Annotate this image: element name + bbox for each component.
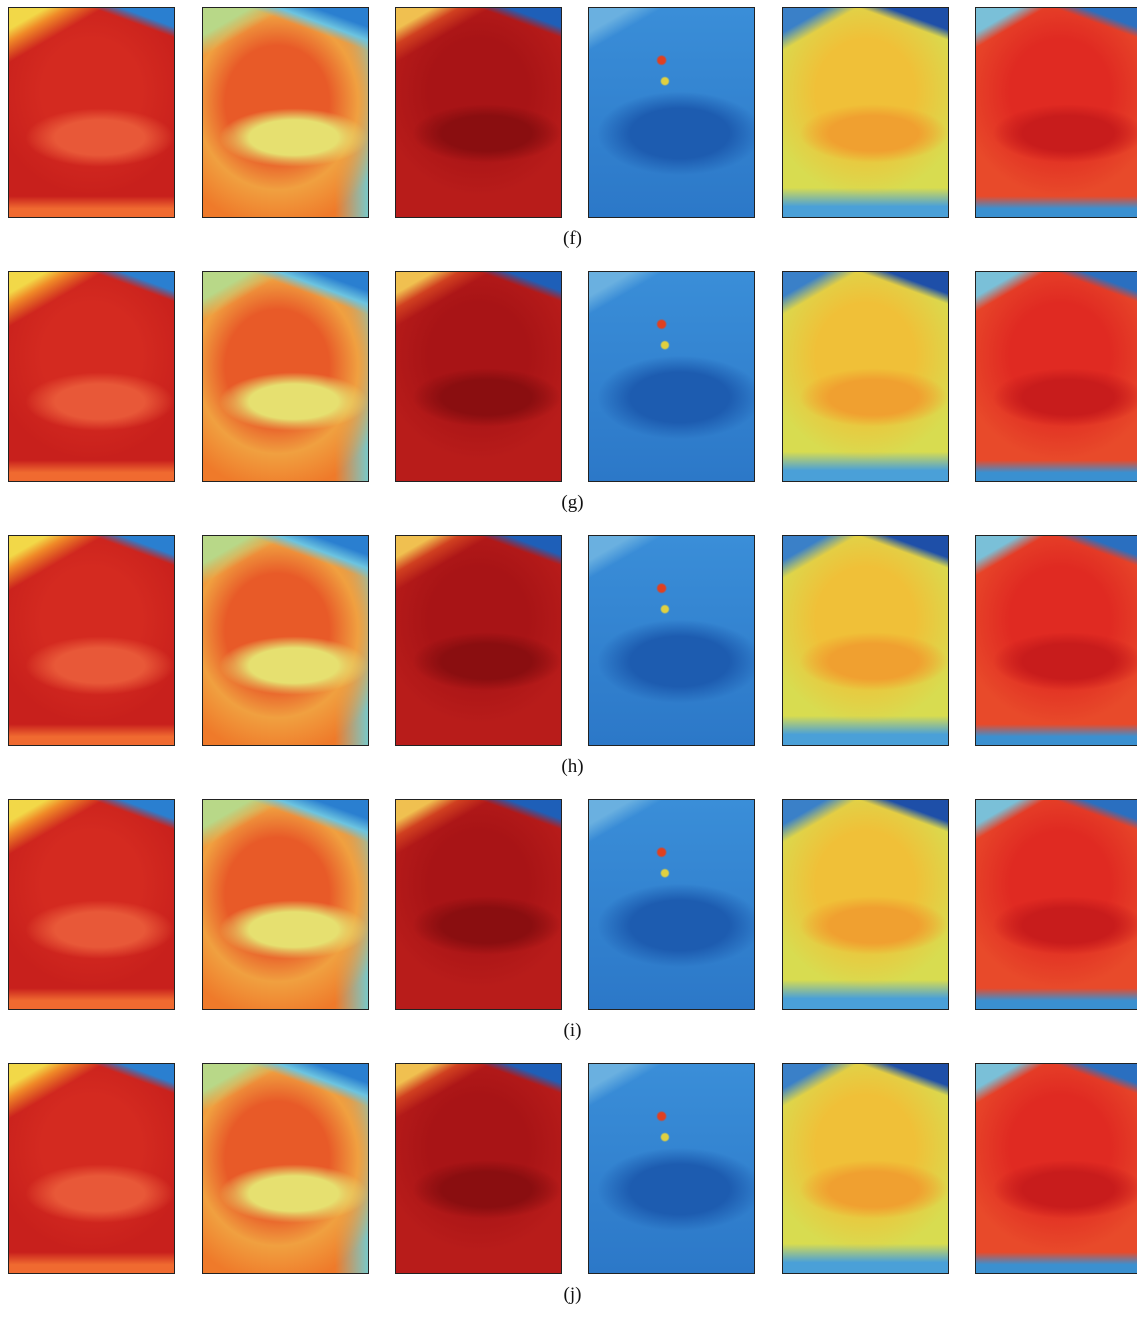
figure-row: (f) (0, 7, 1137, 267)
image-panel (782, 1063, 949, 1274)
image-panel (975, 1063, 1137, 1274)
image-panel (782, 271, 949, 482)
caption: (i) (0, 1020, 1137, 1042)
image-panel (8, 7, 175, 218)
image-panel (395, 535, 562, 746)
figure-row: (h) (0, 535, 1137, 795)
caption: (f) (0, 228, 1137, 250)
image-panel (202, 799, 369, 1010)
image-panel (975, 271, 1137, 482)
image-panel (202, 271, 369, 482)
figure-row: (i) (0, 799, 1137, 1059)
image-panel (395, 271, 562, 482)
image-panel (202, 535, 369, 746)
image-panel (782, 799, 949, 1010)
image-panel (395, 7, 562, 218)
image-panel (588, 799, 755, 1010)
caption: (g) (0, 492, 1137, 514)
caption: (j) (0, 1284, 1137, 1306)
image-panel (395, 1063, 562, 1274)
image-panel (588, 1063, 755, 1274)
image-panel (8, 271, 175, 482)
caption: (h) (0, 756, 1137, 778)
image-panel (395, 799, 562, 1010)
figure-row: (j) (0, 1063, 1137, 1323)
image-panel (588, 271, 755, 482)
page: (f) (g) (h) (i) (j) (() => { const data … (0, 0, 1137, 1313)
image-panel (8, 799, 175, 1010)
image-panel (975, 535, 1137, 746)
image-panel (202, 7, 369, 218)
figure-row: (g) (0, 271, 1137, 531)
image-panel (975, 7, 1137, 218)
image-panel (202, 1063, 369, 1274)
image-panel (782, 7, 949, 218)
image-panel (588, 535, 755, 746)
image-panel (8, 535, 175, 746)
image-panel (588, 7, 755, 218)
image-panel (975, 799, 1137, 1010)
image-panel (782, 535, 949, 746)
image-panel (8, 1063, 175, 1274)
